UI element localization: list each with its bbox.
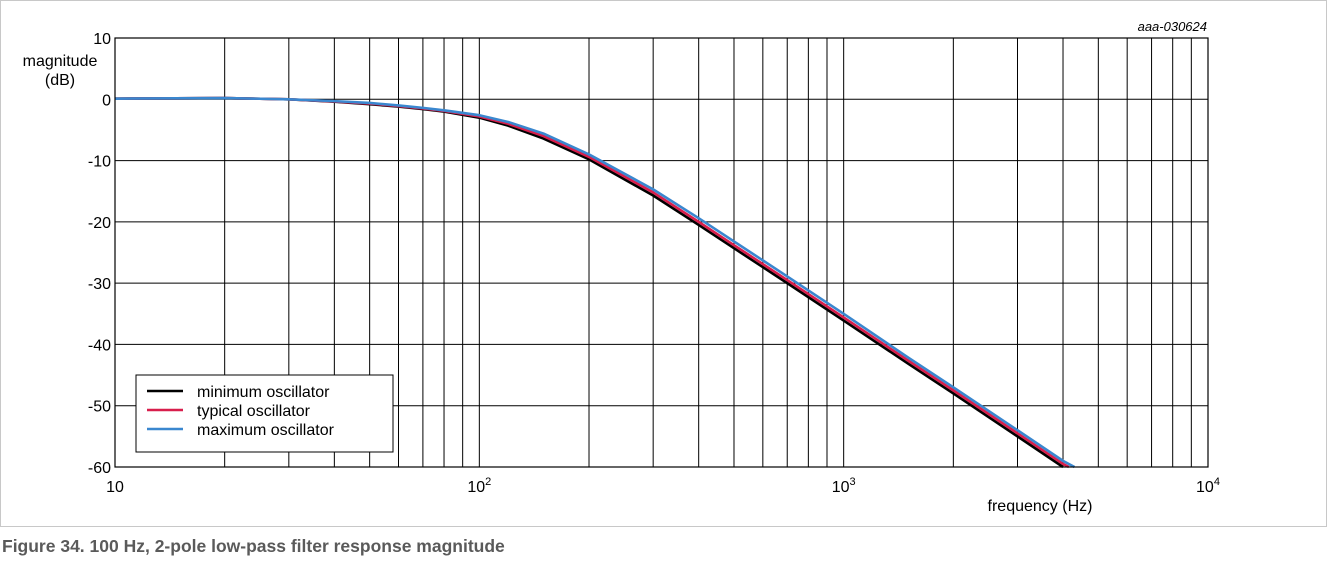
- y-tick-label: -20: [88, 215, 111, 232]
- figure-caption: Figure 34. 100 Hz, 2-pole low-pass filte…: [2, 536, 505, 556]
- series-lines: [114, 96, 1076, 469]
- y-tick-label: -60: [88, 460, 111, 477]
- y-tick-label: -50: [88, 399, 111, 416]
- y-tick-label: 10: [93, 31, 111, 48]
- series-line-maximum: [114, 96, 1076, 469]
- axes: [114, 37, 1209, 468]
- response-chart: aaa-030624 magnitude (dB) frequency (Hz)…: [23, 19, 1220, 515]
- x-tick-label: 103: [832, 476, 856, 496]
- legend-label-maximum: maximum oscillator: [197, 422, 335, 439]
- legend-label-typical: typical oscillator: [197, 403, 311, 420]
- legend-box: [135, 374, 394, 453]
- figure-code: aaa-030624: [1138, 19, 1207, 34]
- x-tick-label: 102: [467, 476, 491, 496]
- y-axis-label-line2: (dB): [45, 72, 75, 89]
- legend-label-minimum: minimum oscillator: [197, 384, 330, 401]
- x-tick-labels: 10 102 103 104: [106, 476, 1220, 496]
- x-axis-label: frequency (Hz): [988, 498, 1093, 515]
- x-tick-label: 10: [106, 479, 124, 496]
- y-axis-label-line1: magnitude: [23, 53, 98, 70]
- y-tick-label: -30: [88, 276, 111, 293]
- y-tick-label: 0: [102, 92, 111, 109]
- x-tick-label: 104: [1196, 476, 1220, 496]
- y-tick-labels: 10 0 -10 -20 -30 -40 -50 -60: [88, 31, 111, 477]
- plot-area-border: [114, 37, 1209, 468]
- y-tick-label: -10: [88, 154, 111, 171]
- y-tick-label: -40: [88, 337, 111, 354]
- legend: minimum oscillator typical oscillator maxi…: [135, 374, 394, 453]
